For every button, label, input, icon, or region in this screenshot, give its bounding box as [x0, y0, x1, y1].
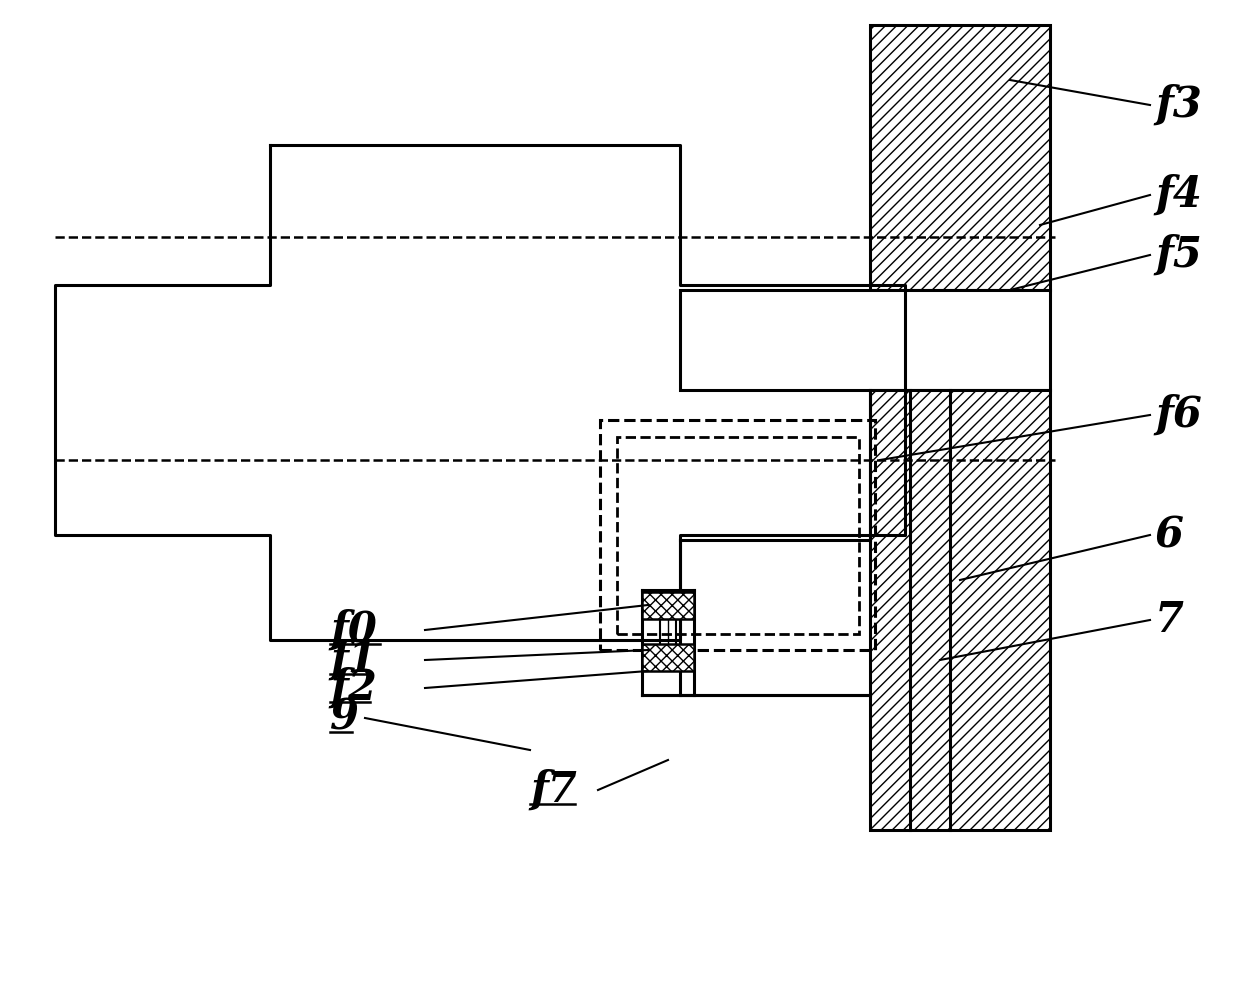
- Text: f7: f7: [529, 769, 577, 811]
- Text: f3: f3: [1154, 84, 1202, 126]
- Text: f2: f2: [330, 667, 377, 709]
- Text: f1: f1: [330, 639, 377, 681]
- Text: f6: f6: [1154, 394, 1202, 436]
- Text: 7: 7: [1154, 599, 1184, 641]
- Text: f5: f5: [1154, 234, 1202, 276]
- Bar: [870, 390, 1050, 830]
- Bar: [642, 592, 694, 619]
- Bar: [870, 25, 1050, 290]
- Bar: [618, 437, 859, 634]
- Bar: [642, 644, 694, 671]
- Text: f0: f0: [330, 609, 377, 651]
- Text: 6: 6: [1154, 514, 1184, 556]
- Text: 9: 9: [330, 697, 360, 739]
- Text: f4: f4: [1154, 174, 1202, 216]
- Bar: [680, 290, 1050, 390]
- Bar: [600, 420, 875, 650]
